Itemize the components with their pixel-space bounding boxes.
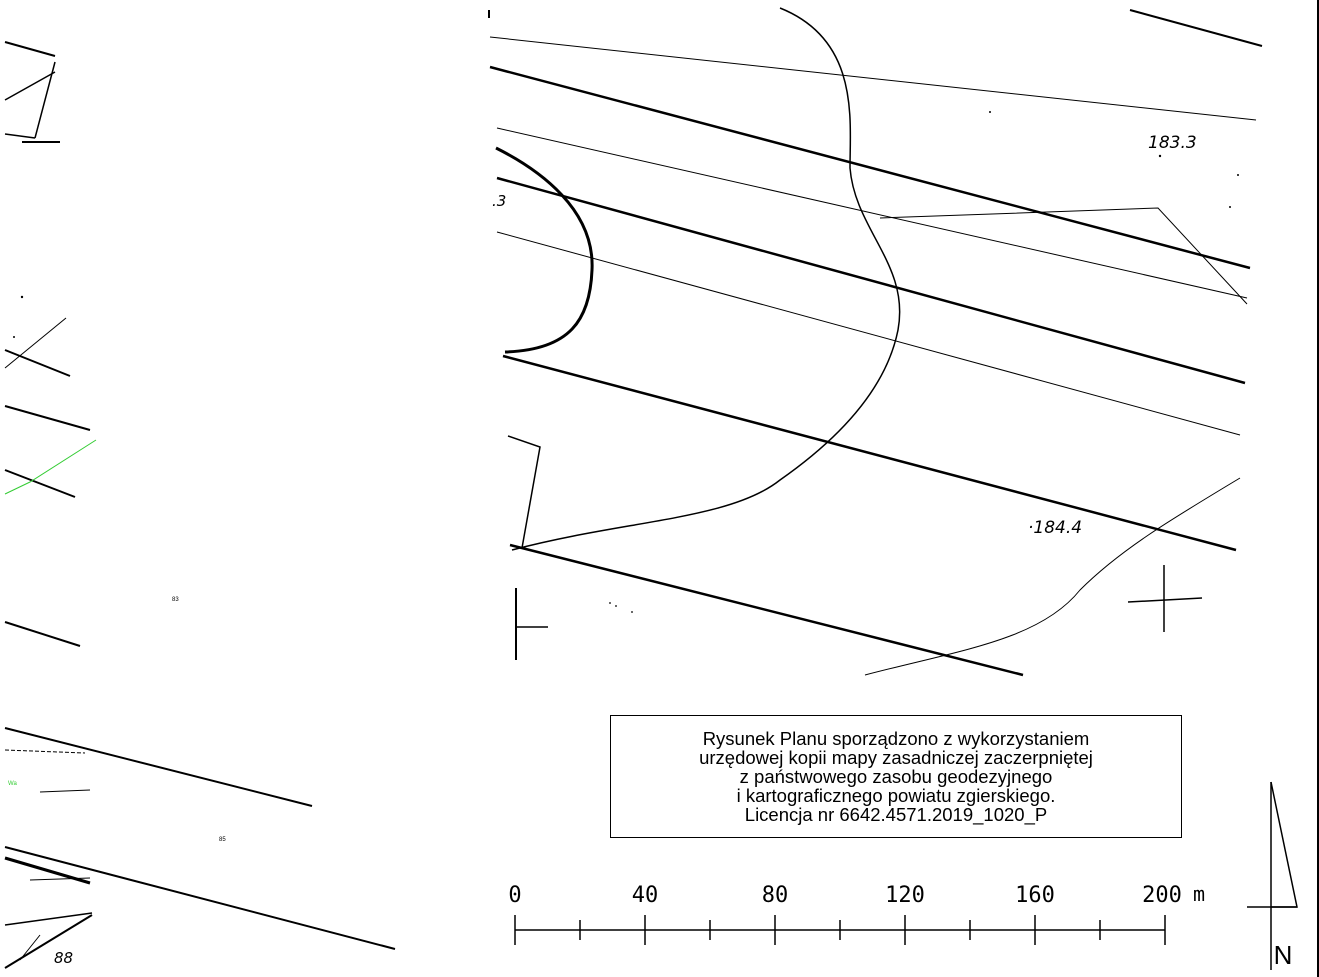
scale-label-0: 0 <box>508 883 521 908</box>
note-line-3: z państwowego zasobu geodezyjnego <box>739 766 1053 787</box>
elevation-label-184-4: ·184.4 <box>1028 518 1082 538</box>
green-boundary-lines <box>4 439 97 495</box>
scale-label-80: 80 <box>762 883 789 908</box>
scale-label-40: 40 <box>632 883 659 908</box>
note-line-2: urzędowej kopii mapy zasadniczej zaczerp… <box>699 747 1093 768</box>
scale-unit: m <box>1193 882 1205 906</box>
north-arrow-head <box>1270 781 1298 908</box>
tiny-label-85: 85 <box>219 837 226 843</box>
north-arrow <box>1247 781 1298 970</box>
scale-label-200: 200 <box>1142 883 1182 908</box>
tiny-label-wa: Wa <box>8 781 17 787</box>
elevation-label-183-3: 183.3 <box>1148 133 1197 153</box>
scale-label-160: 160 <box>1015 883 1055 908</box>
note-line-5: Licencja nr 6642.4571.2019_1020_P <box>744 804 1048 825</box>
note-line-4: i kartograficznego powiatu zgierskiego. <box>736 785 1056 806</box>
parcel-label-88: 88 <box>54 949 73 967</box>
left-map-fragments <box>4 41 396 969</box>
tiny-label-83: 83 <box>172 597 179 603</box>
license-note-box: Rysunek Planu sporządzono z wykorzystani… <box>610 715 1182 838</box>
elevation-label-partial: .3 <box>492 192 506 210</box>
scale-bar: 0 40 80 120 160 200 m <box>508 882 1205 945</box>
main-map-lines <box>488 7 1263 677</box>
scale-label-120: 120 <box>885 883 925 908</box>
north-label: N <box>1274 940 1293 970</box>
note-line-1: Rysunek Planu sporządzono z wykorzystani… <box>702 728 1090 749</box>
